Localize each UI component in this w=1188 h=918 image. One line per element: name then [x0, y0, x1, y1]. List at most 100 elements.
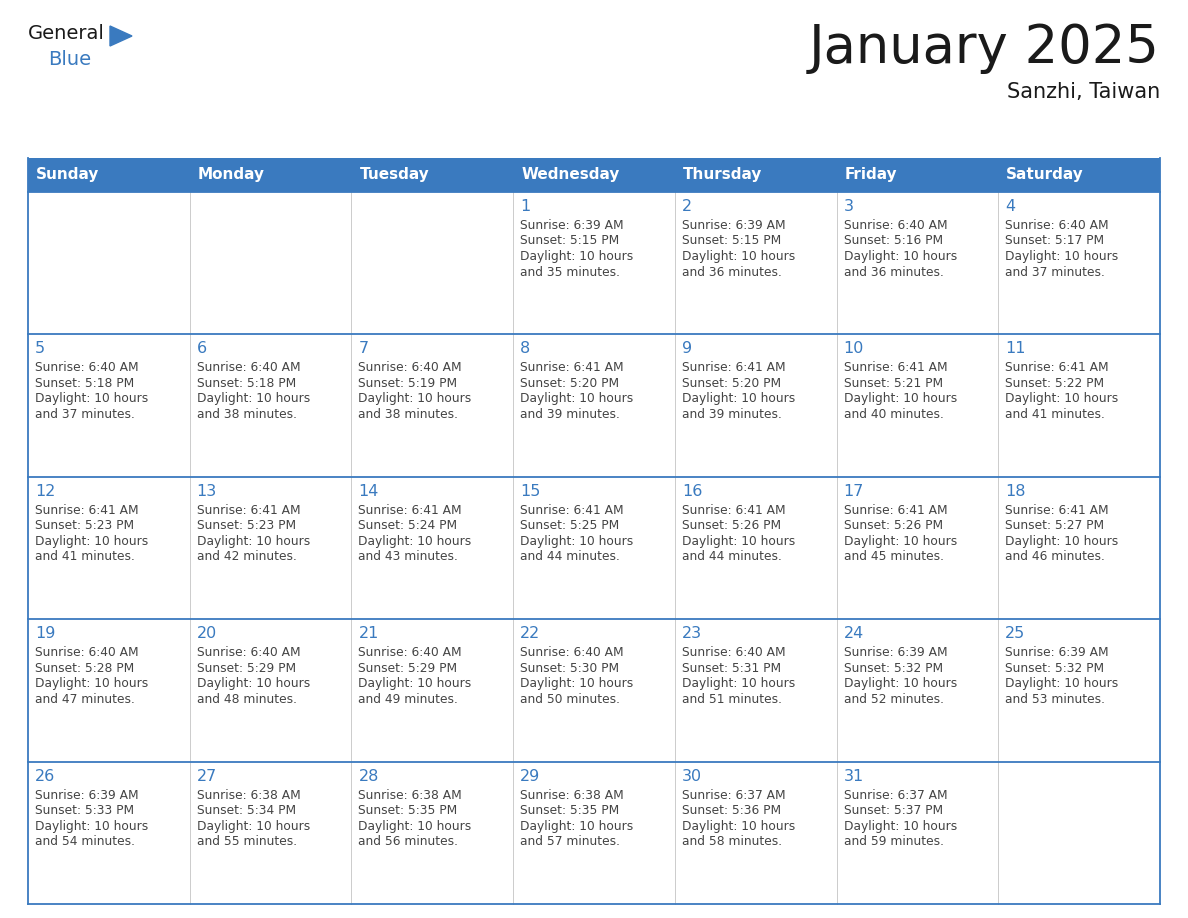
Text: Sunset: 5:29 PM: Sunset: 5:29 PM: [359, 662, 457, 675]
Bar: [29, 192, 190, 334]
Text: 24: 24: [843, 626, 864, 641]
Text: Daylight: 10 hours: Daylight: 10 hours: [359, 392, 472, 406]
Text: Daylight: 10 hours: Daylight: 10 hours: [1005, 392, 1119, 406]
Text: and 59 minutes.: and 59 minutes.: [843, 835, 943, 848]
Text: Sunrise: 6:41 AM: Sunrise: 6:41 AM: [520, 504, 624, 517]
Text: Sunset: 5:24 PM: Sunset: 5:24 PM: [359, 520, 457, 532]
Text: 6: 6: [197, 341, 207, 356]
Bar: [190, 762, 352, 904]
Text: Sunrise: 6:41 AM: Sunrise: 6:41 AM: [682, 362, 785, 375]
Bar: [675, 620, 836, 762]
Text: Sunset: 5:32 PM: Sunset: 5:32 PM: [1005, 662, 1105, 675]
Text: Daylight: 10 hours: Daylight: 10 hours: [682, 392, 795, 406]
Bar: [513, 620, 675, 762]
Text: Sunset: 5:30 PM: Sunset: 5:30 PM: [520, 662, 619, 675]
Bar: [352, 192, 513, 334]
Bar: [190, 476, 352, 620]
Text: Sunrise: 6:40 AM: Sunrise: 6:40 AM: [197, 646, 301, 659]
Text: Sunset: 5:33 PM: Sunset: 5:33 PM: [34, 804, 134, 817]
Text: Sunrise: 6:41 AM: Sunrise: 6:41 AM: [1005, 504, 1108, 517]
Text: Sunrise: 6:38 AM: Sunrise: 6:38 AM: [520, 789, 624, 801]
Text: 26: 26: [34, 768, 56, 784]
Text: Wednesday: Wednesday: [522, 167, 619, 183]
Text: Daylight: 10 hours: Daylight: 10 hours: [197, 677, 310, 690]
Bar: [836, 334, 998, 476]
Text: Sunset: 5:34 PM: Sunset: 5:34 PM: [197, 804, 296, 817]
Text: Sunset: 5:23 PM: Sunset: 5:23 PM: [34, 520, 134, 532]
Text: Daylight: 10 hours: Daylight: 10 hours: [843, 677, 956, 690]
Bar: [836, 620, 998, 762]
Text: and 46 minutes.: and 46 minutes.: [1005, 550, 1105, 564]
Text: and 47 minutes.: and 47 minutes.: [34, 693, 135, 706]
Bar: [513, 762, 675, 904]
Text: and 39 minutes.: and 39 minutes.: [520, 408, 620, 420]
Text: Sunset: 5:26 PM: Sunset: 5:26 PM: [682, 520, 781, 532]
Text: Daylight: 10 hours: Daylight: 10 hours: [197, 392, 310, 406]
Text: Sunrise: 6:41 AM: Sunrise: 6:41 AM: [34, 504, 139, 517]
Text: 28: 28: [359, 768, 379, 784]
Text: Daylight: 10 hours: Daylight: 10 hours: [520, 677, 633, 690]
Text: 12: 12: [34, 484, 56, 498]
Bar: [190, 620, 352, 762]
Text: Sunrise: 6:40 AM: Sunrise: 6:40 AM: [682, 646, 785, 659]
Text: and 41 minutes.: and 41 minutes.: [1005, 408, 1105, 420]
Text: Sunrise: 6:38 AM: Sunrise: 6:38 AM: [197, 789, 301, 801]
Bar: [352, 620, 513, 762]
Text: Sunrise: 6:40 AM: Sunrise: 6:40 AM: [359, 646, 462, 659]
Bar: [998, 334, 1159, 476]
Text: Daylight: 10 hours: Daylight: 10 hours: [520, 535, 633, 548]
Text: 22: 22: [520, 626, 541, 641]
Text: 15: 15: [520, 484, 541, 498]
Text: Daylight: 10 hours: Daylight: 10 hours: [1005, 250, 1119, 263]
Text: Daylight: 10 hours: Daylight: 10 hours: [197, 535, 310, 548]
Text: and 52 minutes.: and 52 minutes.: [843, 693, 943, 706]
Text: and 44 minutes.: and 44 minutes.: [520, 550, 620, 564]
Text: and 42 minutes.: and 42 minutes.: [197, 550, 297, 564]
Text: Sunrise: 6:41 AM: Sunrise: 6:41 AM: [1005, 362, 1108, 375]
Text: and 45 minutes.: and 45 minutes.: [843, 550, 943, 564]
Text: and 50 minutes.: and 50 minutes.: [520, 693, 620, 706]
Text: Sunrise: 6:41 AM: Sunrise: 6:41 AM: [520, 362, 624, 375]
Polygon shape: [110, 26, 132, 46]
Bar: [675, 762, 836, 904]
Text: 8: 8: [520, 341, 530, 356]
Text: 9: 9: [682, 341, 691, 356]
Text: Daylight: 10 hours: Daylight: 10 hours: [34, 392, 148, 406]
Text: Daylight: 10 hours: Daylight: 10 hours: [520, 820, 633, 833]
Text: Daylight: 10 hours: Daylight: 10 hours: [520, 392, 633, 406]
Text: Sunrise: 6:40 AM: Sunrise: 6:40 AM: [359, 362, 462, 375]
Text: January 2025: January 2025: [809, 22, 1159, 74]
Text: Sunrise: 6:40 AM: Sunrise: 6:40 AM: [197, 362, 301, 375]
Text: Sunrise: 6:39 AM: Sunrise: 6:39 AM: [34, 789, 139, 801]
Text: Sunrise: 6:40 AM: Sunrise: 6:40 AM: [1005, 219, 1108, 232]
Text: 5: 5: [34, 341, 45, 356]
Bar: [836, 762, 998, 904]
Text: and 49 minutes.: and 49 minutes.: [359, 693, 459, 706]
Text: and 44 minutes.: and 44 minutes.: [682, 550, 782, 564]
Text: Sunset: 5:35 PM: Sunset: 5:35 PM: [359, 804, 457, 817]
Text: Sunrise: 6:40 AM: Sunrise: 6:40 AM: [520, 646, 624, 659]
Text: and 36 minutes.: and 36 minutes.: [682, 265, 782, 278]
Bar: [352, 762, 513, 904]
Text: Daylight: 10 hours: Daylight: 10 hours: [682, 535, 795, 548]
Text: Sunset: 5:20 PM: Sunset: 5:20 PM: [520, 377, 619, 390]
Text: Daylight: 10 hours: Daylight: 10 hours: [1005, 535, 1119, 548]
Text: Thursday: Thursday: [683, 167, 763, 183]
Text: Sunset: 5:15 PM: Sunset: 5:15 PM: [682, 234, 781, 248]
Text: Sunset: 5:18 PM: Sunset: 5:18 PM: [197, 377, 296, 390]
Text: Sunrise: 6:37 AM: Sunrise: 6:37 AM: [682, 789, 785, 801]
Text: Sunset: 5:23 PM: Sunset: 5:23 PM: [197, 520, 296, 532]
Text: Sunrise: 6:41 AM: Sunrise: 6:41 AM: [359, 504, 462, 517]
Text: and 54 minutes.: and 54 minutes.: [34, 835, 135, 848]
Text: and 36 minutes.: and 36 minutes.: [843, 265, 943, 278]
Text: 21: 21: [359, 626, 379, 641]
Bar: [29, 620, 190, 762]
Text: and 38 minutes.: and 38 minutes.: [197, 408, 297, 420]
Text: Sunset: 5:29 PM: Sunset: 5:29 PM: [197, 662, 296, 675]
Text: and 40 minutes.: and 40 minutes.: [843, 408, 943, 420]
Text: and 55 minutes.: and 55 minutes.: [197, 835, 297, 848]
Bar: [998, 620, 1159, 762]
Text: Sunset: 5:37 PM: Sunset: 5:37 PM: [843, 804, 943, 817]
Text: 19: 19: [34, 626, 56, 641]
Text: Daylight: 10 hours: Daylight: 10 hours: [34, 677, 148, 690]
